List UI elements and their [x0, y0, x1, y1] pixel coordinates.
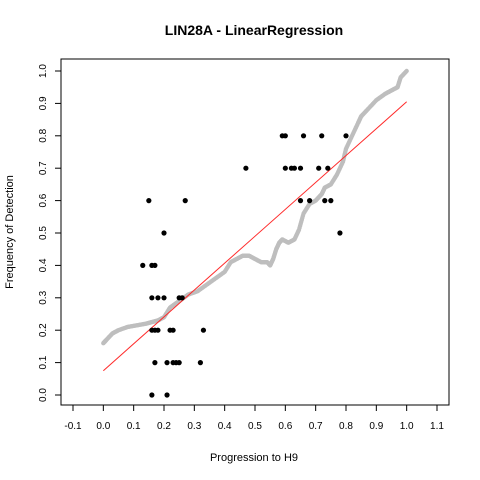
observed-series [140, 133, 349, 398]
y-tick-label: 0.0 [38, 388, 49, 402]
y-tick-label: 0.8 [38, 128, 49, 142]
x-tick-label: -0.1 [64, 421, 82, 432]
observed-point [316, 165, 322, 171]
observed-point [164, 360, 170, 366]
x-tick-label: 1.1 [430, 421, 444, 432]
y-tick-label: 0.7 [38, 161, 49, 175]
observed-point [197, 360, 203, 366]
observed-point [200, 327, 207, 333]
observed-point [176, 360, 182, 366]
y-tick-label: 0.4 [38, 258, 49, 272]
y-tick-label: 0.3 [38, 290, 49, 304]
observed-point [152, 360, 158, 366]
y-tick-label: 0.5 [38, 226, 49, 240]
plot-frame [60, 58, 450, 406]
x-tick-label: 0.9 [369, 421, 383, 432]
observed-point [282, 133, 288, 139]
x-tick-label: 0.6 [278, 421, 292, 432]
y-tick-label: 1.0 [38, 64, 49, 78]
observed-point [170, 327, 176, 333]
observed-point [300, 133, 307, 139]
x-tick-label: 0.4 [218, 421, 232, 432]
x-tick-label: 0.3 [187, 421, 201, 432]
observed-point [164, 392, 170, 398]
observed-point [325, 165, 331, 171]
y-axis: 0.0 0.1 0.2 0.3 0.4 0.5 0.6 0.7 0.8 0.9 1.0 [38, 64, 61, 402]
observed-point [282, 165, 288, 171]
observed-point [343, 133, 349, 139]
x-tick-label: 0.2 [157, 421, 171, 432]
x-tick-label: 0.5 [248, 421, 262, 432]
observed-point [152, 262, 158, 268]
x-axis: -0.1 0.0 0.1 0.2 0.3 0.4 0.5 0.6 0.7 0.8 0.9 1.0 1.1 [64, 405, 444, 432]
observed-point [337, 230, 343, 236]
x-tick-label: 0.0 [96, 421, 110, 432]
observed-point [243, 165, 249, 171]
observed-point [146, 198, 152, 204]
y-tick-label: 0.1 [38, 355, 49, 369]
observed-point [155, 295, 161, 301]
observed-point [297, 165, 304, 171]
observed-point [140, 262, 146, 268]
x-tick-label: 1.0 [400, 421, 414, 432]
observed-point [291, 165, 298, 171]
observed-point [322, 198, 328, 204]
observed-point [179, 295, 185, 301]
observed-point [182, 198, 188, 204]
observed-point [149, 392, 155, 398]
observed-point [307, 198, 313, 204]
y-tick-label: 0.6 [38, 193, 49, 207]
observed-point [149, 295, 155, 301]
regression-series [103, 101, 407, 372]
smoothed-series [101, 68, 409, 346]
chart-title: LIN28A - LinearRegression [165, 22, 343, 38]
x-axis-label: Progression to H9 [210, 452, 298, 464]
regression-line [103, 101, 407, 372]
smoothed-point [404, 68, 409, 74]
x-tick-label: 0.7 [309, 421, 323, 432]
x-tick-label: 0.8 [339, 421, 353, 432]
y-axis-label: Frequency of Detection [4, 175, 16, 289]
observed-point [155, 327, 161, 333]
observed-point [319, 133, 325, 139]
y-tick-label: 0.9 [38, 96, 49, 110]
observed-point [297, 198, 304, 204]
y-tick-label: 0.2 [38, 323, 49, 337]
observed-point [161, 230, 167, 236]
observed-point [161, 295, 167, 301]
x-tick-label: 0.1 [127, 421, 141, 432]
observed-point [328, 198, 334, 204]
